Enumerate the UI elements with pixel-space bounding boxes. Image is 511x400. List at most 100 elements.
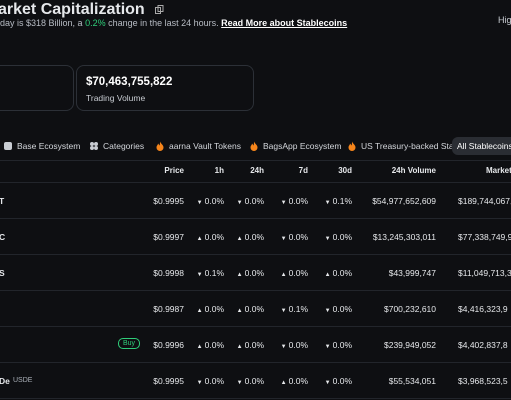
change: ▼ 0.0% [197,376,224,386]
change-arrow: ▲ [196,344,203,350]
change: ▲ 0.0% [197,304,224,314]
read-more-link[interactable]: Read More about Stablecoins [221,18,348,28]
change: ▼ 0.1% [197,268,224,278]
header-cut-text: Hig [498,15,511,25]
change-value: 0.1% [332,196,352,206]
title-row: arket Capitalization [0,1,164,19]
change-arrow: ▼ [280,236,287,242]
market-cap: $189,744,067,8 [458,196,511,206]
change-value: 0.0% [332,232,352,242]
change: ▼ 0.0% [237,376,264,386]
tab-label: Categories [103,141,145,151]
tab[interactable]: aarna Vault Tokens [150,137,246,155]
change: ▲ 0.0% [237,340,264,350]
market-cap: $77,338,749,9 [458,232,511,242]
change-value: 0.0% [244,376,264,386]
change-arrow: ▼ [196,272,203,278]
change-arrow: ▼ [280,344,287,350]
title: arket Capitalization [0,1,145,18]
change: ▼ 0.0% [197,196,224,206]
change-value: 0.0% [244,232,264,242]
column-header: 24h [250,166,264,175]
change-value: 0.0% [204,376,224,386]
market-cap: $3,968,523,5 [458,376,508,386]
change: ▼ 0.0% [237,196,264,206]
change-value: 0.0% [288,196,308,206]
row-separator [0,398,511,399]
tab-label: Base Ecosystem [17,141,81,151]
change: ▲ 0.0% [325,268,352,278]
change: ▲ 0.0% [197,232,224,242]
tab[interactable]: US Treasury-backed Sta [342,137,459,155]
tab-icon [155,141,165,151]
change: ▼ 0.1% [281,304,308,314]
tab[interactable]: Categories [84,137,149,155]
change: ▼ 0.0% [281,196,308,206]
column-header: Price [164,166,184,175]
tab-label: US Treasury-backed Sta [361,141,454,151]
change-arrow: ▲ [280,272,287,278]
volume: $239,949,052 [384,340,436,350]
row-separator [0,326,511,327]
price: $0.9996 [153,340,184,350]
tab-icon [347,141,357,151]
change: ▲ 0.0% [197,340,224,350]
change-value: 0.0% [244,268,264,278]
column-header: 24h Volume [391,166,436,175]
change: ▼ 0.0% [325,340,352,350]
price: $0.9987 [153,304,184,314]
coin-name: S [0,268,5,278]
tab-icon [3,141,13,151]
change: ▼ 0.0% [325,232,352,242]
change: ▼ 0.1% [325,196,352,206]
column-header: 1h [214,166,224,175]
change-arrow: ▲ [236,272,243,278]
card-value: $70,463,755,822 [86,76,173,88]
icon [4,142,12,150]
change-arrow: ▼ [236,200,243,206]
table-separator [0,182,511,183]
icon [90,142,98,150]
tab[interactable]: All Stablecoins [452,137,511,155]
change-value: 0.0% [204,232,224,242]
icon [156,141,164,151]
icon [250,141,258,151]
tab-label: BagsApp Ecosystem [263,141,342,151]
price: $0.9998 [153,268,184,278]
change-value: 0.0% [332,268,352,278]
change-value: 0.0% [288,268,308,278]
subtitle-text: change in the last 24 hours. [105,18,222,28]
change-arrow: ▲ [196,308,203,314]
change-value: 0.0% [332,340,352,350]
change-arrow: ▲ [196,236,203,242]
change: ▼ 0.0% [325,304,352,314]
change-arrow: ▼ [324,200,331,206]
tab-label: All Stablecoins [457,141,511,151]
row-separator [0,254,511,255]
tab-label: aarna Vault Tokens [169,141,241,151]
tab[interactable]: BagsApp Ecosystem [244,137,346,155]
market-cap: $11,049,713,3 [458,268,511,278]
copy-icon[interactable] [155,5,164,14]
change: ▼ 0.0% [281,232,308,242]
volume: $13,245,303,011 [372,232,436,242]
tab[interactable]: Base Ecosystem [0,137,85,155]
change: ▲ 0.0% [237,268,264,278]
change-arrow: ▲ [280,380,287,386]
change: ▲ 0.0% [237,232,264,242]
card-label: Trading Volume [86,93,146,103]
column-header: Market C [486,166,511,175]
change-arrow: ▼ [324,236,331,242]
change-value: 0.1% [204,268,224,278]
coin-name: De [0,376,10,386]
change: ▲ 0.0% [281,376,308,386]
price: $0.9995 [153,376,184,386]
change-arrow: ▼ [324,344,331,350]
buy-button[interactable]: Buy [118,338,141,349]
coin-name: T [0,196,5,206]
volume: $54,977,652,609 [372,196,436,206]
change-arrow: ▼ [196,380,203,386]
change-arrow: ▼ [324,308,331,314]
row-separator [0,290,511,291]
